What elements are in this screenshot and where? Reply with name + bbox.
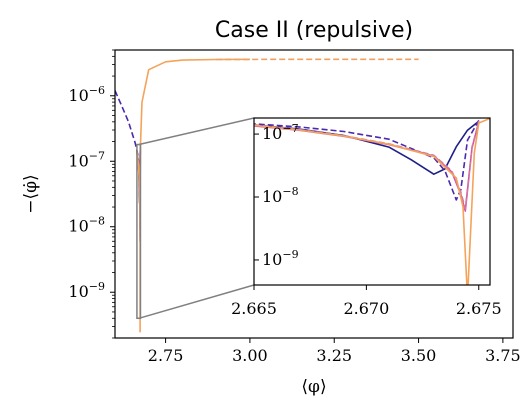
- y-axis-label: −⟨φ̇⟩: [21, 174, 41, 213]
- zoom-indicator: [136, 117, 255, 320]
- tick-exponent: −9: [282, 248, 298, 261]
- x-axis-label: ⟨φ⟩: [301, 377, 326, 397]
- x-tick-label: 3.25: [316, 346, 352, 365]
- tick-base: 10: [68, 217, 88, 236]
- tick-exponent: −9: [89, 280, 105, 293]
- tick-exponent: −7: [89, 149, 105, 162]
- tick-exponent: −6: [89, 84, 105, 97]
- tick-base: 10: [68, 151, 88, 170]
- tick-base: 10: [262, 187, 282, 206]
- inset-series-group: [254, 118, 490, 285]
- tick-exponent: −8: [282, 185, 298, 198]
- x-tick-label: 3.50: [401, 346, 437, 365]
- main-plot-frame: [114, 49, 514, 339]
- tick-exponent: −7: [282, 122, 298, 135]
- inset-y-tick-label: 10−8: [262, 185, 299, 206]
- tick-base: 10: [262, 124, 282, 143]
- chart-title: Case II (repulsive): [215, 18, 413, 43]
- x-tick-label: 3.00: [232, 346, 268, 365]
- inset-y-tick-label: 10−7: [262, 122, 299, 143]
- tick-base: 10: [68, 86, 88, 105]
- inset-series-line-orange-solid: [254, 118, 490, 285]
- inset-plot-frame: [253, 117, 491, 286]
- inset-x-tick-label: 2.665: [231, 299, 277, 318]
- zoom-connector-top: [138, 117, 255, 146]
- inset-x-tick-label: 2.675: [456, 299, 502, 318]
- y-tick-label: 10−9: [68, 280, 105, 301]
- y-tick-label: 10−8: [68, 215, 105, 236]
- inset-background: [254, 118, 490, 285]
- tick-base: 10: [262, 250, 282, 269]
- inset-x-tick-label: 2.670: [343, 299, 389, 318]
- y-tick-label: 10−7: [68, 149, 105, 170]
- x-tick-label: 3.75: [485, 346, 521, 365]
- zoom-region-box: [136, 143, 142, 320]
- zoom-connector-bottom: [138, 284, 255, 320]
- inset-y-tick-label: 10−9: [262, 248, 299, 269]
- tick-exponent: −8: [89, 215, 105, 228]
- tick-base: 10: [68, 282, 88, 301]
- y-tick-label: 10−6: [68, 84, 105, 105]
- x-tick-label: 2.75: [148, 346, 184, 365]
